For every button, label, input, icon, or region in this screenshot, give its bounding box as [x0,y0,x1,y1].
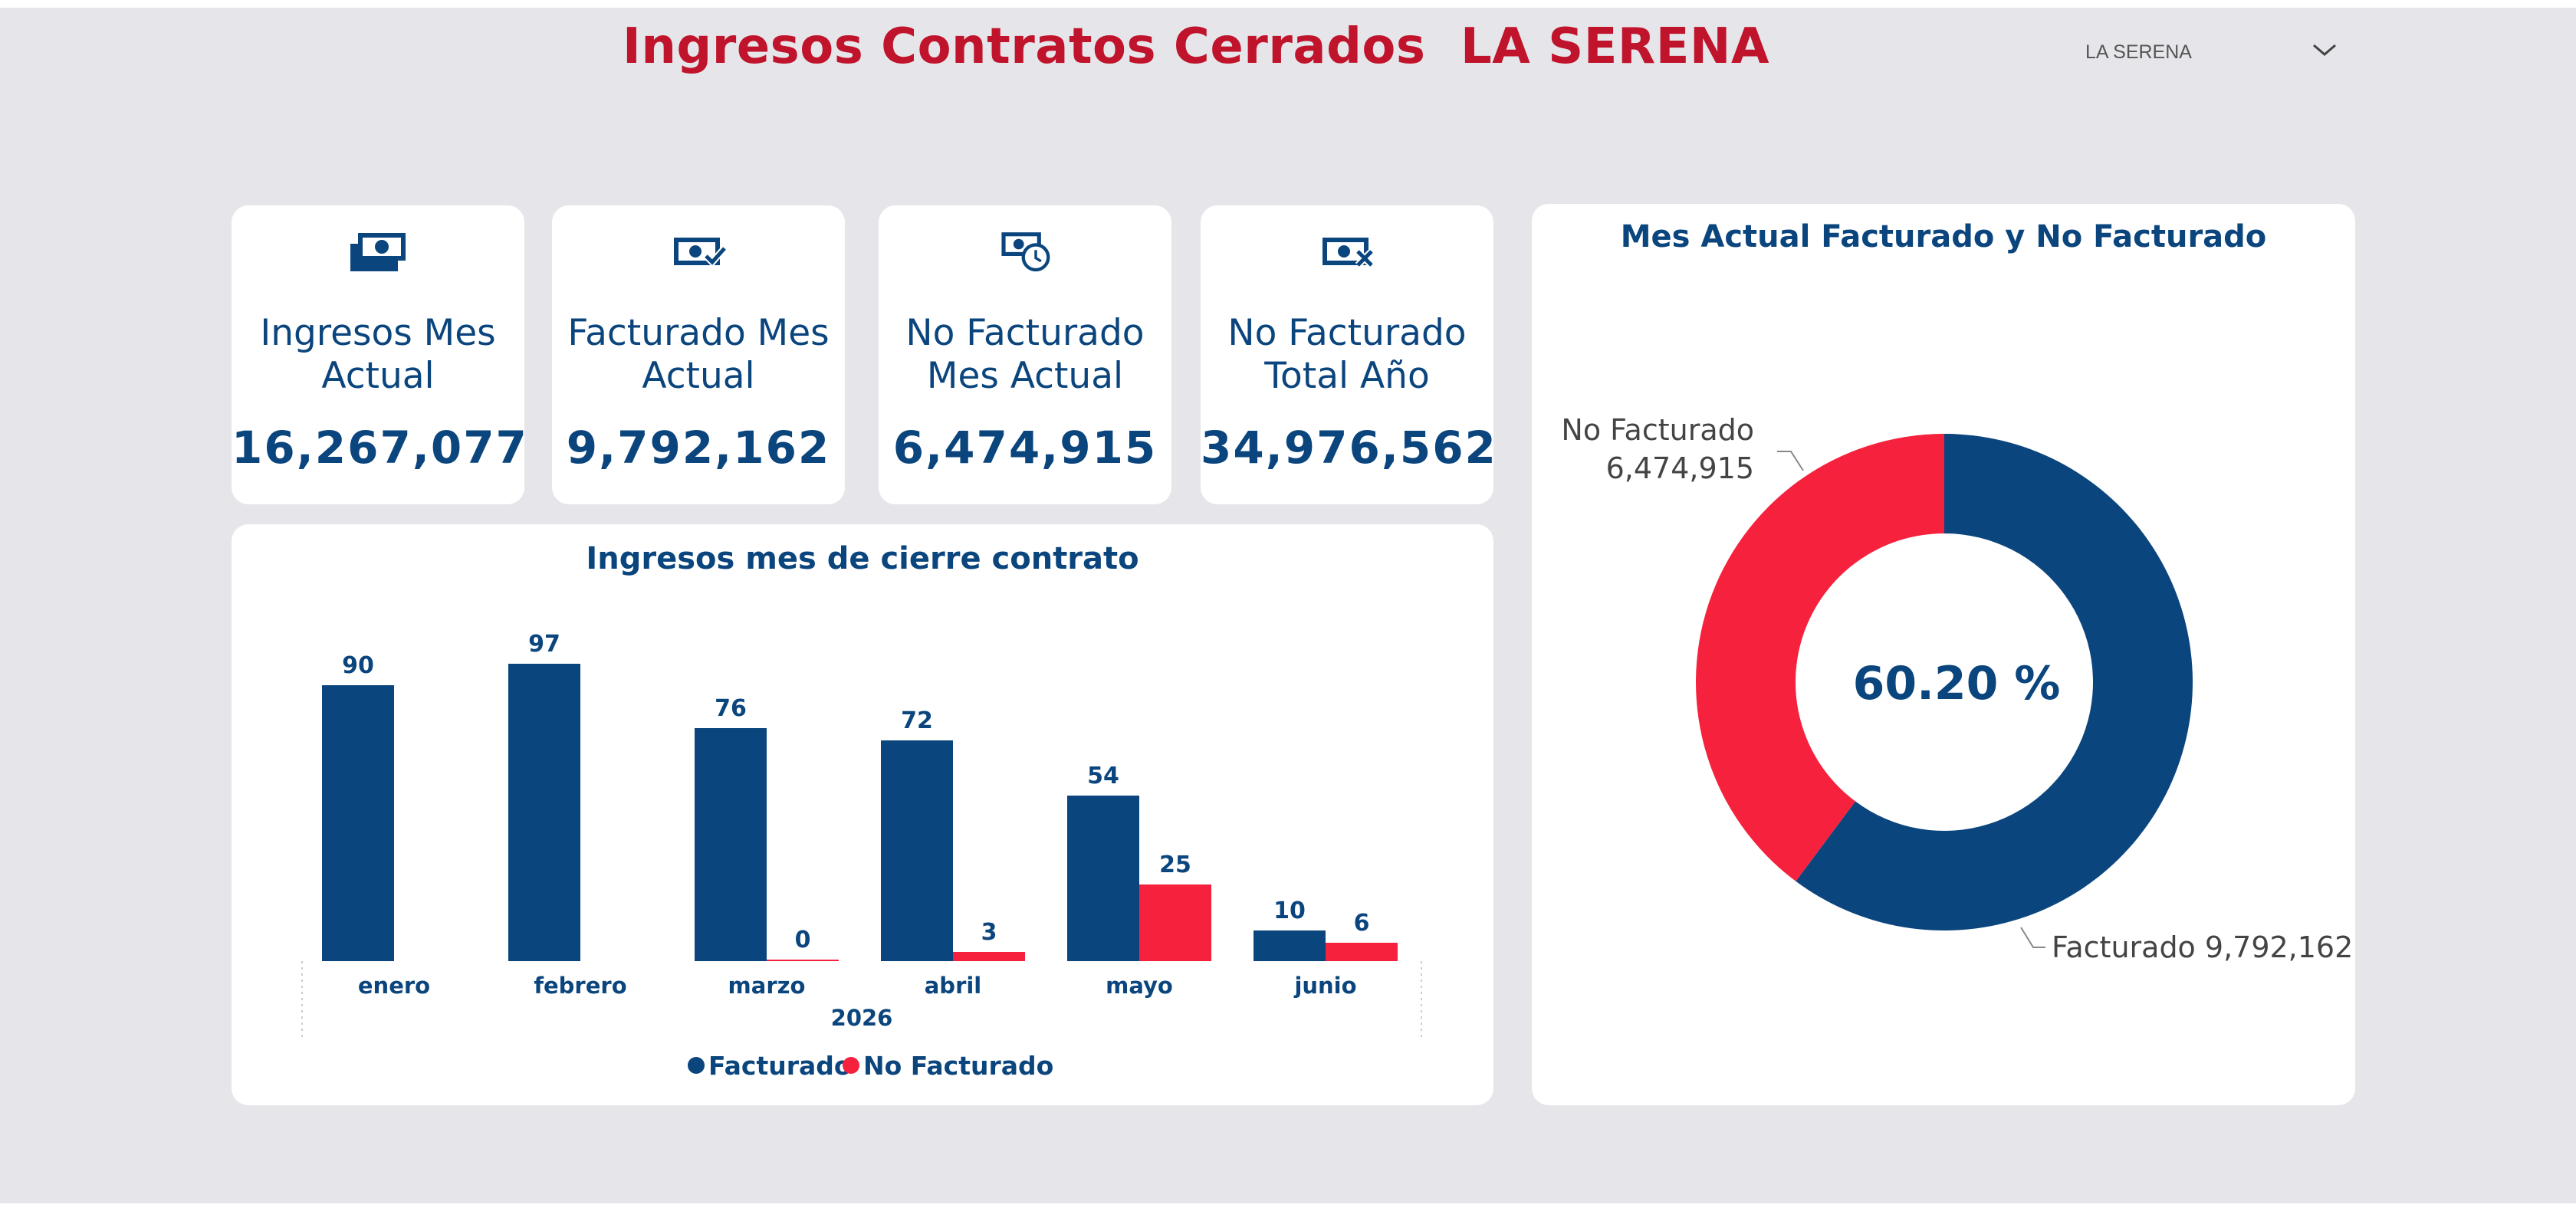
leader-line [2020,927,2045,948]
bar-no-facturado [767,960,839,961]
x-tick-label: abril [925,973,982,999]
data-label: 90 [342,652,374,679]
kpi-card-ingresos-mes[interactable]: Ingresos Mes Actual 16,267,077 [232,205,528,504]
kpi-card-facturado-mes[interactable]: Facturado Mes Actual 9,792,162 [552,205,845,504]
slice-label-name: No Facturado [1561,413,1754,447]
data-label: 10 [1273,898,1306,924]
x-tick-label: febrero [534,973,626,999]
x-tick-label: enero [358,973,430,999]
slice-facturado [1796,434,2193,930]
kpi-label: Facturado Mes Actual [567,312,830,397]
x-tick-label: junio [1293,973,1356,999]
bar-no-facturado [1139,884,1211,961]
kpi-value: 9,792,162 [566,422,831,474]
legend-label: No Facturado [863,1051,1053,1081]
bar-facturado [695,728,767,961]
money-stack-icon [232,228,524,274]
bar-no-facturado [953,952,1025,961]
data-label: 25 [1159,852,1191,878]
bar-facturado [1254,930,1326,961]
money-clock-icon [879,228,1171,274]
leader-line [1777,451,1804,471]
bar-facturado [1067,796,1139,961]
slice-label: Facturado 9,792,162 [2052,930,2353,964]
x-tick-label: mayo [1106,973,1173,999]
kpi-value: 6,474,915 [892,422,1158,474]
data-label: 0 [795,927,811,953]
donut-center-label: 60.20 % [1853,657,2061,711]
bar-facturado [322,685,394,961]
x-group-label: 2026 [831,1005,893,1031]
kpi-label: No Facturado Total Año [1227,312,1467,397]
data-label: 76 [715,695,747,722]
slice-label-value: 6,474,915 [1606,451,1754,485]
bar-chart: 90 enero 97 febrero 76 0 marzo 72 3 abril 54 25 mayo… [301,631,1422,1081]
kpi-card-no-facturado-total[interactable]: No Facturado Total Año 34,976,562 [1201,205,1497,504]
money-check-icon [552,228,845,274]
kpi-label: No Facturado Mes Actual [905,312,1145,397]
bar-facturado [508,664,580,961]
kpi-label: Ingresos Mes Actual [260,312,496,397]
donut-chart: 60.20 % No Facturado 6,474,915 Facturado 9,… [1561,413,2353,964]
chevron-down-icon [2311,41,2338,64]
bar-chart-title: Ingresos mes de cierre contrato [586,541,1139,576]
bar-chart-card[interactable]: Ingresos mes de cierre contrato 90 enero 9… [232,524,1493,1105]
kpi-value: 16,267,077 [232,422,528,474]
x-tick-label: marzo [728,973,806,999]
city-slicer-dropdown[interactable]: LA SERENA [2085,29,2338,75]
legend-label: Facturado [708,1051,852,1081]
data-label: 97 [528,631,560,658]
data-label: 72 [901,707,933,734]
kpi-card-no-facturado-mes[interactable]: No Facturado Mes Actual 6,474,915 [879,205,1171,504]
legend-marker-facturado [688,1057,705,1074]
slice-no-facturado [1696,434,1944,881]
data-label: 54 [1087,763,1119,789]
bar-no-facturado [1326,943,1398,961]
donut-chart-card[interactable]: Mes Actual Facturado y No Facturado 60.2… [1532,204,2355,1105]
kpi-value: 34,976,562 [1201,422,1497,474]
page-title: Ingresos Contratos Cerrados LA SERENA [623,18,1769,75]
report-canvas: Ingresos Contratos Cerrados LA SERENA LA… [0,8,2576,1203]
donut-chart-title: Mes Actual Facturado y No Facturado [1620,219,2267,254]
legend-marker-no-facturado [843,1057,859,1074]
slicer-selected-value: LA SERENA [2085,41,2192,63]
bar-facturado [881,740,953,961]
money-x-icon [1201,228,1493,274]
data-label: 6 [1354,910,1370,937]
data-label: 3 [981,919,997,946]
